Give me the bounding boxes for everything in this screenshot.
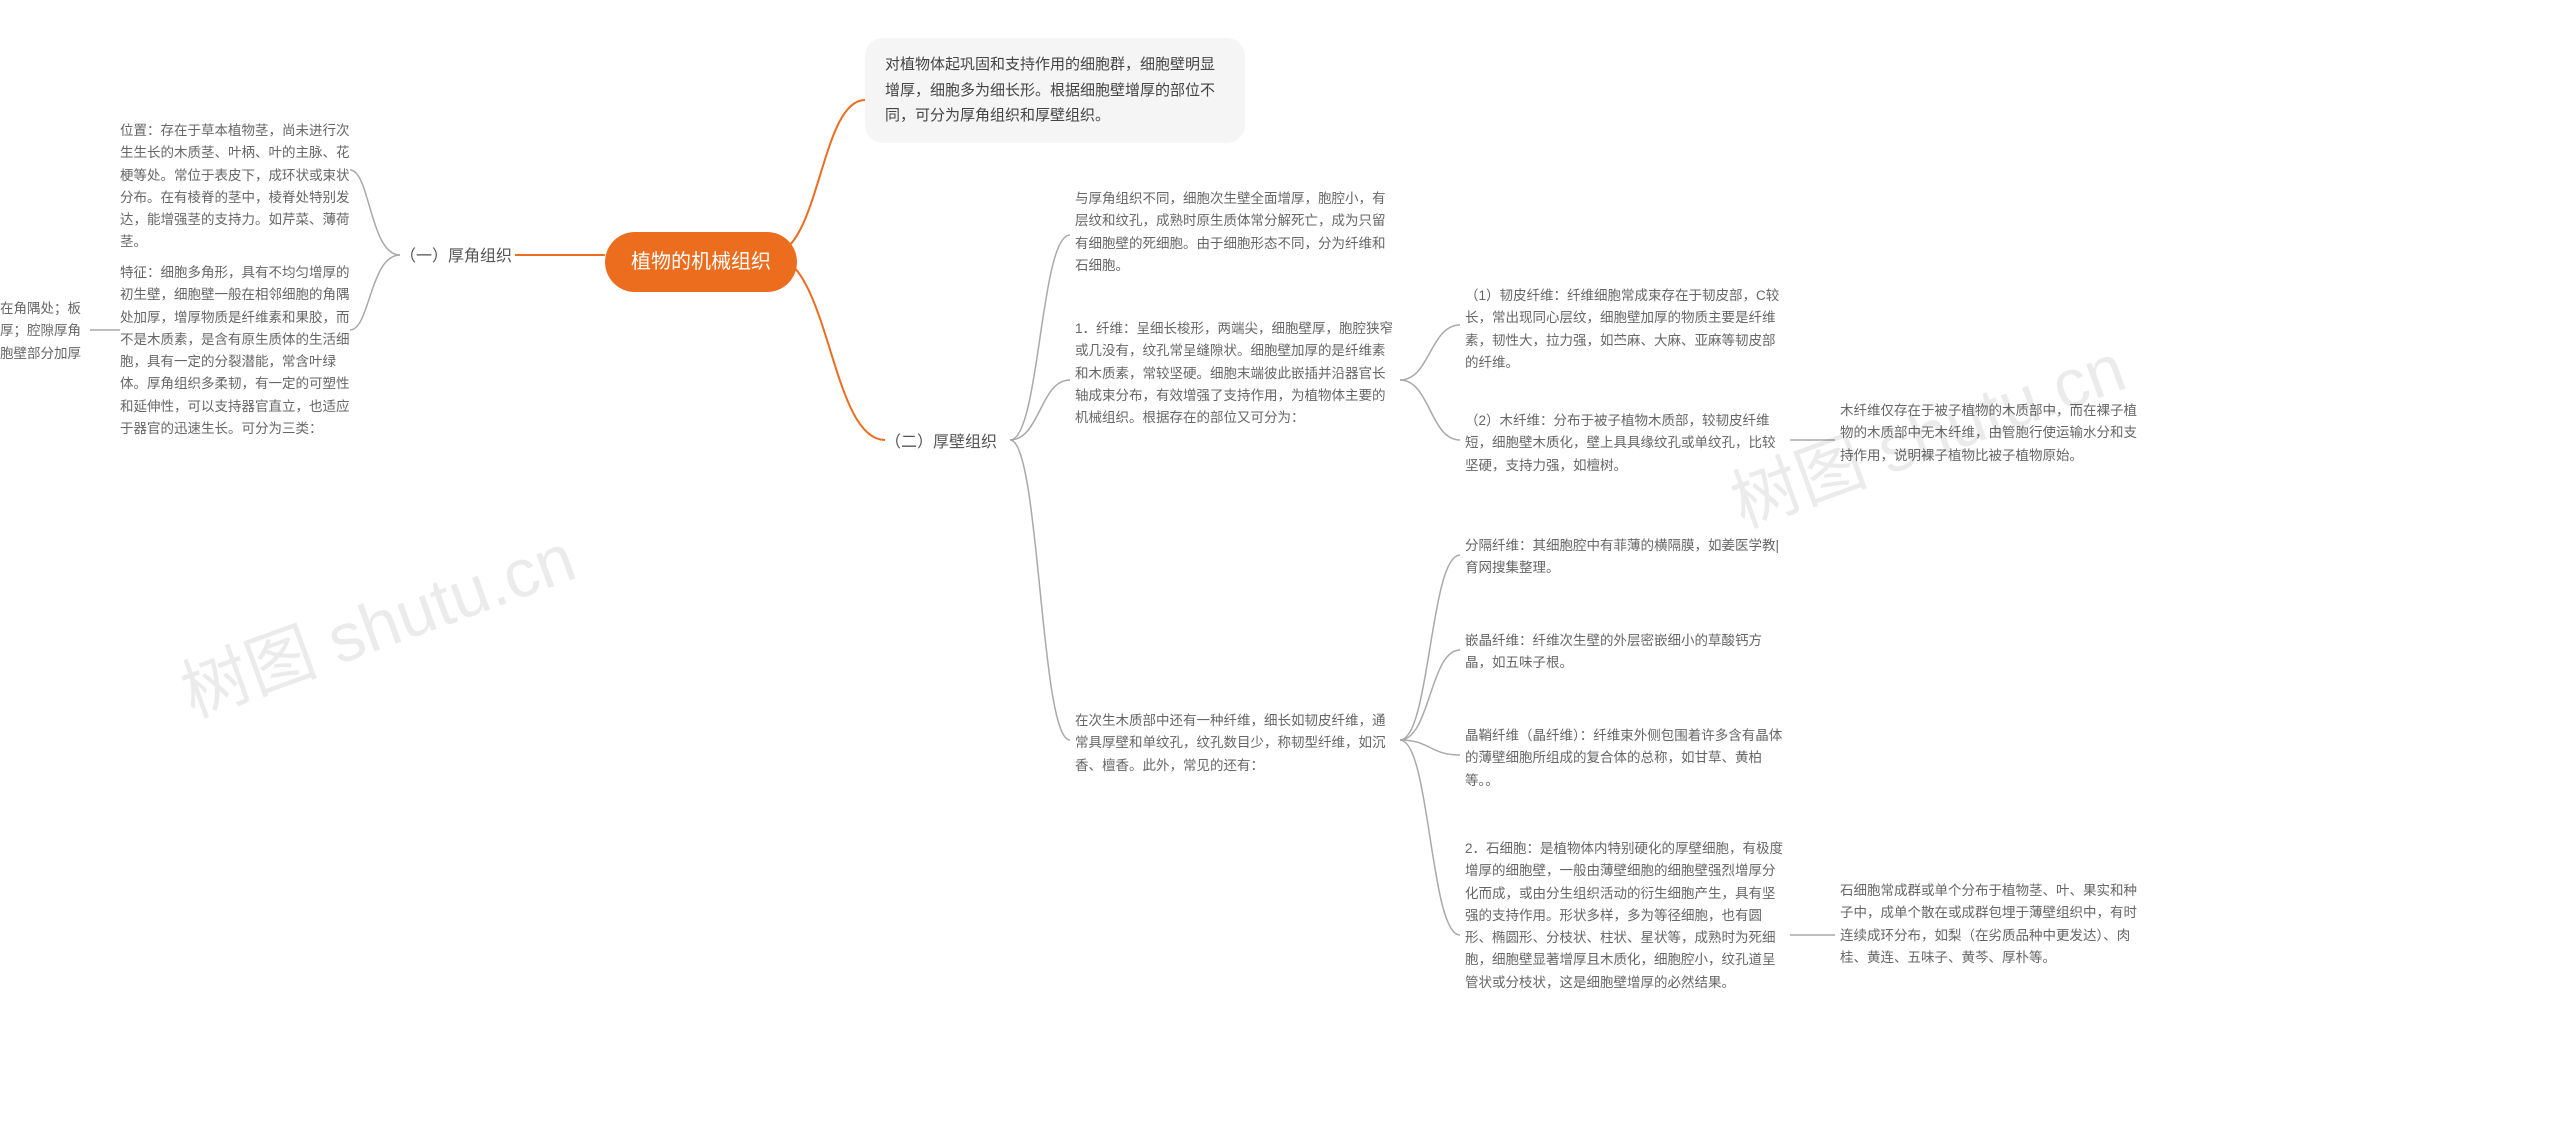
s2-intro: 与厚角组织不同，细胞次生壁全面增厚，胞腔小，有层纹和纹孔，成熟时原生质体常分解死…: [1075, 188, 1395, 277]
s1-loc-text: 位置：存在于草本植物茎，尚未进行次生生长的木质茎、叶柄、叶的主脉、花梗等处。常位…: [120, 123, 350, 249]
s2-more-c: 晶鞘纤维（晶纤维）：纤维束外侧包围着许多含有晶体的薄壁细胞所组成的复合体的总称，…: [1465, 725, 1785, 792]
s2-fiber-a: （1）韧皮纤维：纤维细胞常成束存在于韧皮部，C较长，常出现同心层纹，细胞壁加厚的…: [1465, 285, 1785, 374]
s2-more-d-extra-text: 石细胞常成群或单个分布于植物茎、叶、果实和种子中，成单个散在或成群包埋于薄壁组织…: [1840, 883, 2137, 965]
s2-more-a-text: 分隔纤维：其细胞腔中有菲薄的横隔膜，如姜医学教|育网搜集整理。: [1465, 538, 1779, 575]
s2-more-b: 嵌晶纤维：纤维次生壁的外层密嵌细小的草酸钙方晶，如五味子根。: [1465, 630, 1785, 675]
s2-more-c-text: 晶鞘纤维（晶纤维）：纤维束外侧包围着许多含有晶体的薄壁细胞所组成的复合体的总称，…: [1465, 728, 1782, 788]
s2-fiber-b-extra-text: 木纤维仅存在于被子植物的木质部中，而在裸子植物的木质部中无木纤维，由管胞行使运输…: [1840, 403, 2137, 463]
intro-text: 对植物体起巩固和支持作用的细胞群，细胞壁明显增厚，细胞多为细长形。根据细胞壁增厚…: [885, 56, 1215, 124]
s2-fiber-a-text: （1）韧皮纤维：纤维细胞常成束存在于韧皮部，C较长，常出现同心层纹，细胞壁加厚的…: [1465, 288, 1779, 370]
s2-fiber-b-extra: 木纤维仅存在于被子植物的木质部中，而在裸子植物的木质部中无木纤维，由管胞行使运输…: [1840, 400, 2140, 467]
section-1-title[interactable]: （一）厚角组织: [400, 244, 512, 270]
s2-more-text: 在次生木质部中还有一种纤维，细长如韧皮纤维，通常具厚壁和单纹孔，纹孔数目少，称韧…: [1075, 713, 1386, 773]
root-label: 植物的机械组织: [631, 251, 771, 273]
s1-feat-text: 特征：细胞多角形，具有不均匀增厚的初生壁，细胞壁一般在相邻细胞的角隅处加厚，增厚…: [120, 265, 350, 436]
connectors-layer: [0, 0, 2560, 1129]
s2-more-d: 2．石细胞：是植物体内特别硬化的厚壁细胞，有极度增厚的细胞壁，一般由薄壁细胞的细…: [1465, 838, 1785, 994]
s2-title-text: （二）厚壁组织: [885, 434, 997, 451]
s1-features: 特征：细胞多角形，具有不均匀增厚的初生壁，细胞壁一般在相邻细胞的角隅处加厚，增厚…: [120, 262, 355, 440]
s2-more-a: 分隔纤维：其细胞腔中有菲薄的横隔膜，如姜医学教|育网搜集整理。: [1465, 535, 1785, 580]
s2-intro-text: 与厚角组织不同，细胞次生壁全面增厚，胞腔小，有层纹和纹孔，成熟时原生质体常分解死…: [1075, 191, 1386, 273]
s1-title-text: （一）厚角组织: [400, 248, 512, 265]
s1-types: 真厚角组织：加厚部分在角隅处；板状厚角组织：切向壁加厚；腔隙厚角组织：对着细胞间…: [0, 298, 90, 365]
s2-more-d-extra: 石细胞常成群或单个分布于植物茎、叶、果实和种子中，成单个散在或成群包埋于薄壁组织…: [1840, 880, 2140, 969]
intro-bubble: 对植物体起巩固和支持作用的细胞群，细胞壁明显增厚，细胞多为细长形。根据细胞壁增厚…: [865, 38, 1245, 143]
s2-more-d-text: 2．石细胞：是植物体内特别硬化的厚壁细胞，有极度增厚的细胞壁，一般由薄壁细胞的细…: [1465, 841, 1783, 990]
s1-types-text: 真厚角组织：加厚部分在角隅处；板状厚角组织：切向壁加厚；腔隙厚角组织：对着细胞间…: [0, 301, 81, 361]
s2-fiber: 1．纤维：呈细长梭形，两端尖，细胞壁厚，胞腔狭窄或几没有，纹孔常呈缝隙状。细胞壁…: [1075, 318, 1395, 429]
s2-fiber-b-text: （2）木纤维：分布于被子植物木质部，较韧皮纤维短，细胞壁木质化，壁上具具缘纹孔或…: [1465, 413, 1776, 473]
section-2-title[interactable]: （二）厚壁组织: [885, 430, 997, 456]
s1-location: 位置：存在于草本植物茎，尚未进行次生生长的木质茎、叶柄、叶的主脉、花梗等处。常位…: [120, 120, 355, 254]
s2-more-b-text: 嵌晶纤维：纤维次生壁的外层密嵌细小的草酸钙方晶，如五味子根。: [1465, 633, 1762, 670]
s2-fiber-text: 1．纤维：呈细长梭形，两端尖，细胞壁厚，胞腔狭窄或几没有，纹孔常呈缝隙状。细胞壁…: [1075, 321, 1393, 425]
s2-more: 在次生木质部中还有一种纤维，细长如韧皮纤维，通常具厚壁和单纹孔，纹孔数目少，称韧…: [1075, 710, 1395, 777]
s2-fiber-b: （2）木纤维：分布于被子植物木质部，较韧皮纤维短，细胞壁木质化，壁上具具缘纹孔或…: [1465, 410, 1785, 477]
root-node[interactable]: 植物的机械组织: [605, 232, 797, 292]
